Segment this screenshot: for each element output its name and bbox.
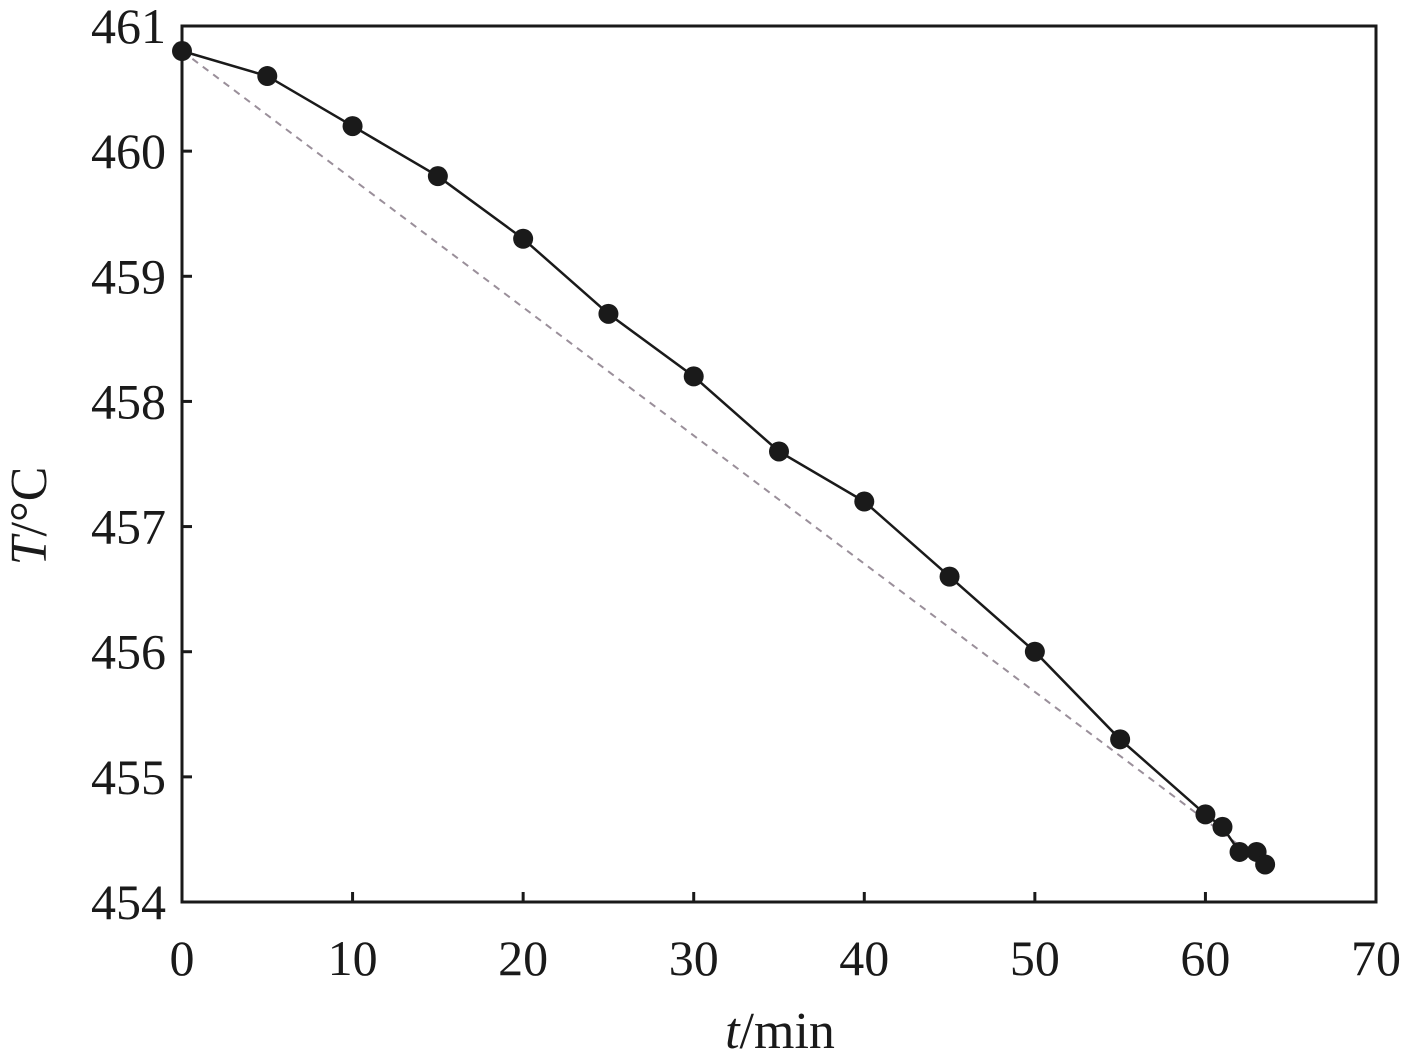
data-point bbox=[1110, 729, 1131, 750]
x-axis-unit: /min bbox=[740, 1003, 835, 1060]
data-point bbox=[1255, 854, 1276, 875]
x-axis-variable: t bbox=[725, 1003, 741, 1060]
data-point bbox=[1229, 841, 1250, 862]
y-tick-label: 460 bbox=[91, 123, 166, 179]
x-tick-label: 70 bbox=[1351, 930, 1401, 986]
data-point bbox=[1024, 641, 1045, 662]
y-tick-label: 456 bbox=[91, 624, 166, 680]
data-point bbox=[939, 566, 960, 587]
x-axis-label: t/min bbox=[725, 1003, 835, 1060]
data-point bbox=[257, 66, 278, 87]
series-layer bbox=[172, 41, 1276, 875]
data-point bbox=[427, 166, 448, 187]
plot-frame bbox=[180, 24, 1378, 904]
data-point bbox=[172, 41, 192, 62]
data-point bbox=[513, 228, 534, 249]
y-tick-label: 461 bbox=[91, 0, 166, 54]
y-tick-label: 458 bbox=[91, 373, 166, 429]
x-tick-label: 10 bbox=[328, 930, 378, 986]
x-tick-label: 0 bbox=[170, 930, 195, 986]
y-axis-unit: /°C bbox=[1, 467, 58, 537]
data-point bbox=[1212, 816, 1233, 837]
y-tick-label: 455 bbox=[91, 749, 166, 805]
x-tick-label: 50 bbox=[1010, 930, 1060, 986]
y-axis-variable: T bbox=[1, 533, 58, 565]
reference-dashed-line bbox=[181, 50, 1241, 847]
y-axis-label: T/°C bbox=[1, 467, 58, 566]
x-tick-label: 30 bbox=[669, 930, 719, 986]
y-axis-ticks: 454 455 456 457 458 459 460 461 bbox=[91, 0, 192, 930]
x-axis-ticks: 0 10 20 30 40 50 60 70 bbox=[170, 892, 1401, 986]
data-point bbox=[683, 366, 704, 387]
data-point bbox=[1195, 804, 1216, 825]
x-tick-label: 20 bbox=[498, 930, 548, 986]
data-point bbox=[854, 491, 875, 512]
y-tick-label: 454 bbox=[91, 874, 166, 930]
data-point bbox=[342, 116, 363, 137]
x-tick-label: 40 bbox=[839, 930, 889, 986]
y-tick-label: 459 bbox=[91, 248, 166, 304]
data-point bbox=[598, 303, 619, 324]
data-point bbox=[769, 441, 789, 462]
x-tick-label: 60 bbox=[1180, 930, 1230, 986]
y-tick-label: 457 bbox=[91, 499, 166, 555]
